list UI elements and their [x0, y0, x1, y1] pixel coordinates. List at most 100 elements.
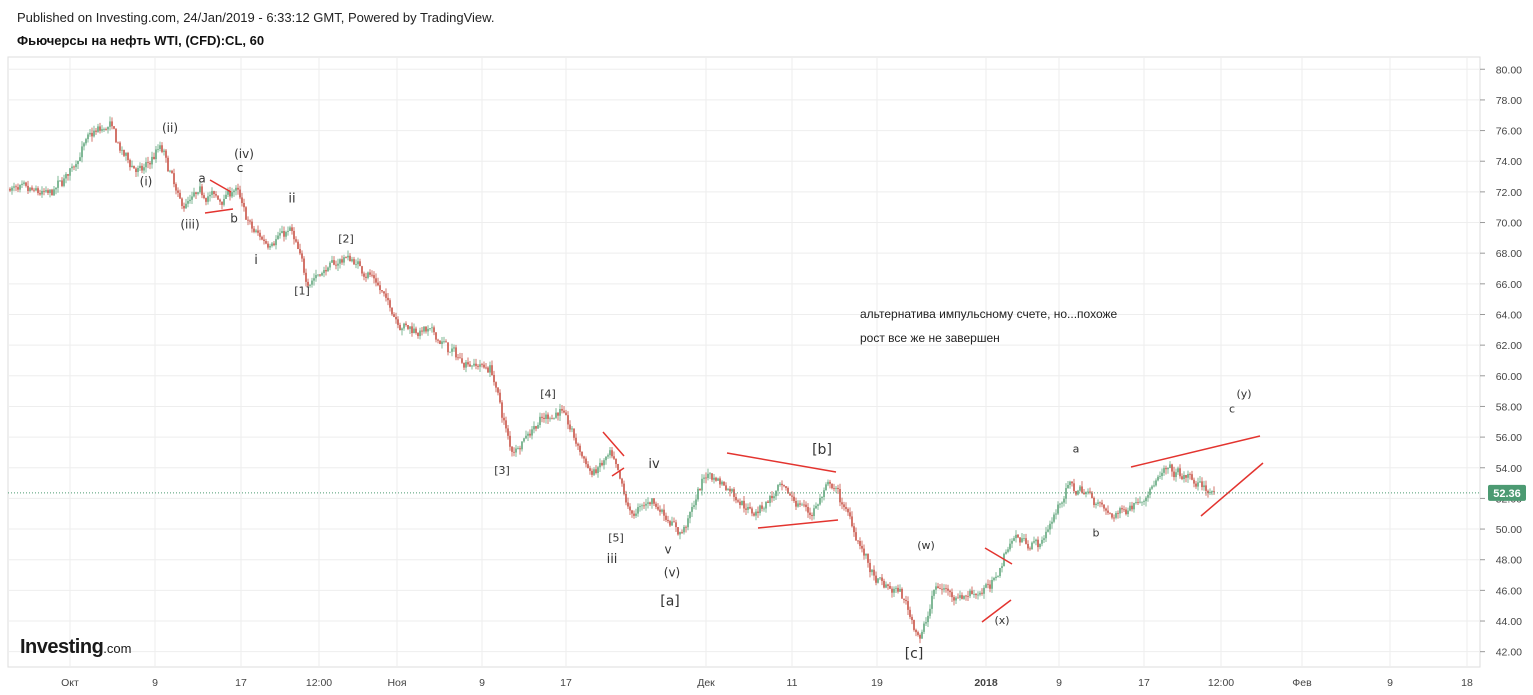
candle-body	[1135, 502, 1137, 503]
candle-body	[869, 562, 871, 573]
candle-body	[749, 506, 751, 509]
candle-body	[1205, 485, 1207, 491]
candle-body	[39, 193, 41, 195]
candle-body	[175, 184, 177, 191]
candle-body	[73, 166, 75, 168]
trendline-annotations[interactable]	[204, 179, 1264, 623]
candle-body	[1069, 481, 1071, 485]
trendline	[757, 519, 839, 529]
candle-body	[817, 504, 819, 506]
candle-body	[655, 503, 657, 507]
candle-body	[1211, 491, 1213, 493]
candle-body	[955, 597, 957, 601]
candle-body	[235, 187, 237, 191]
wave-label: (w)	[917, 539, 935, 552]
time-tick-label: 18	[1461, 677, 1473, 689]
candle-body	[521, 441, 523, 450]
candle-body	[785, 486, 787, 488]
price-tick-label: 54.00	[1496, 463, 1522, 475]
candle-body	[459, 357, 461, 359]
candle-body	[565, 412, 567, 416]
candle-body	[929, 608, 931, 616]
time-tick-label: Дек	[697, 677, 715, 689]
time-tick-label: 12:00	[1208, 677, 1234, 689]
candle-body	[605, 456, 607, 461]
candle-body	[1199, 481, 1201, 483]
candle-body	[277, 235, 279, 240]
candle-body	[65, 174, 67, 179]
price-tick-label: 60.00	[1496, 371, 1522, 383]
candle-body	[873, 569, 875, 576]
candle-body	[861, 545, 863, 549]
candle-body	[1035, 539, 1037, 542]
candle-body	[501, 402, 503, 418]
candle-body	[937, 586, 939, 589]
candle-body	[597, 467, 599, 474]
wave-label: a	[1073, 442, 1080, 455]
candle-body	[1161, 472, 1163, 477]
candle-body	[263, 239, 265, 242]
candle-body	[87, 134, 89, 140]
candle-body	[221, 201, 223, 205]
candle-body	[1193, 479, 1195, 484]
wave-label: iii	[607, 552, 618, 567]
candle-body	[411, 326, 413, 334]
candle-body	[1143, 501, 1145, 502]
candle-body	[1039, 543, 1041, 548]
price-tick-label: 76.00	[1496, 126, 1522, 138]
candle-body	[353, 259, 355, 265]
candle-body	[697, 488, 699, 500]
candle-body	[725, 485, 727, 491]
wave-label: [c]	[905, 646, 924, 662]
candle-body	[851, 516, 853, 527]
wave-label: [b]	[812, 442, 832, 458]
candle-body	[141, 165, 143, 171]
candle-body	[1201, 481, 1203, 488]
wave-label: [5]	[608, 531, 624, 544]
candle-body	[415, 328, 417, 333]
wave-label: c	[1229, 403, 1235, 416]
candle-body	[747, 506, 749, 510]
candle-body	[301, 253, 303, 259]
candle-body	[815, 505, 817, 509]
analysis-note-line-1: альтернатива импульсному счете, но...пох…	[860, 307, 1118, 321]
candle-body	[33, 189, 35, 191]
candle-body	[287, 230, 289, 232]
candle-body	[517, 448, 519, 450]
candle-body	[781, 483, 783, 486]
price-tick-label: 66.00	[1496, 279, 1522, 291]
time-tick-label: 9	[1056, 677, 1062, 689]
candle-body	[1109, 512, 1111, 514]
price-tick-label: 48.00	[1496, 555, 1522, 567]
candle-body	[661, 509, 663, 512]
candle-body	[983, 587, 985, 594]
candle-body	[1171, 464, 1173, 472]
candle-body	[181, 198, 183, 206]
candle-body	[279, 233, 281, 236]
candle-body	[925, 622, 927, 624]
price-tick-label: 68.00	[1496, 248, 1522, 260]
candle-body	[179, 192, 181, 199]
candle-body	[1141, 501, 1143, 503]
wave-label: a	[198, 172, 205, 186]
candle-body	[127, 152, 129, 161]
candle-body	[681, 532, 683, 533]
candle-body	[771, 495, 773, 499]
candle-body	[1091, 492, 1093, 498]
candle-body	[1055, 513, 1057, 515]
plot-area[interactable]	[7, 56, 1481, 668]
wave-label: b	[230, 212, 238, 226]
candle-body	[901, 588, 903, 599]
candle-body	[679, 532, 681, 535]
candle-body	[29, 187, 31, 191]
candle-body	[213, 191, 215, 195]
candle-body	[1191, 474, 1193, 480]
candle-body	[997, 576, 999, 577]
candle-body	[805, 504, 807, 507]
wave-label: [a]	[660, 594, 680, 610]
candle-body	[227, 190, 229, 195]
candle-body	[63, 178, 65, 186]
candle-body	[855, 532, 857, 541]
candle-body	[239, 189, 241, 198]
